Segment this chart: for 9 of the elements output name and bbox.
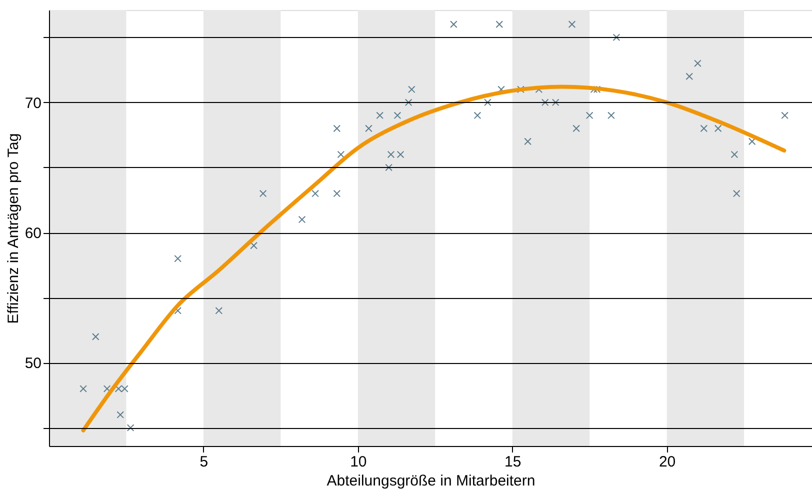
x-tick-label: 20 <box>658 454 676 470</box>
y-tick-label: 60 <box>24 225 42 242</box>
x-tick-label: 10 <box>350 454 367 470</box>
x-tick-label: 15 <box>504 454 522 470</box>
y-tick-label: 70 <box>24 94 42 112</box>
y-tick-label: 50 <box>24 355 42 372</box>
x-tick-label: 5 <box>200 454 208 470</box>
y-axis-title: Effizienz in Anträgen pro Tag <box>4 133 22 324</box>
x-axis-title: Abteilungsgröße in Mitarbeitern <box>326 472 536 490</box>
